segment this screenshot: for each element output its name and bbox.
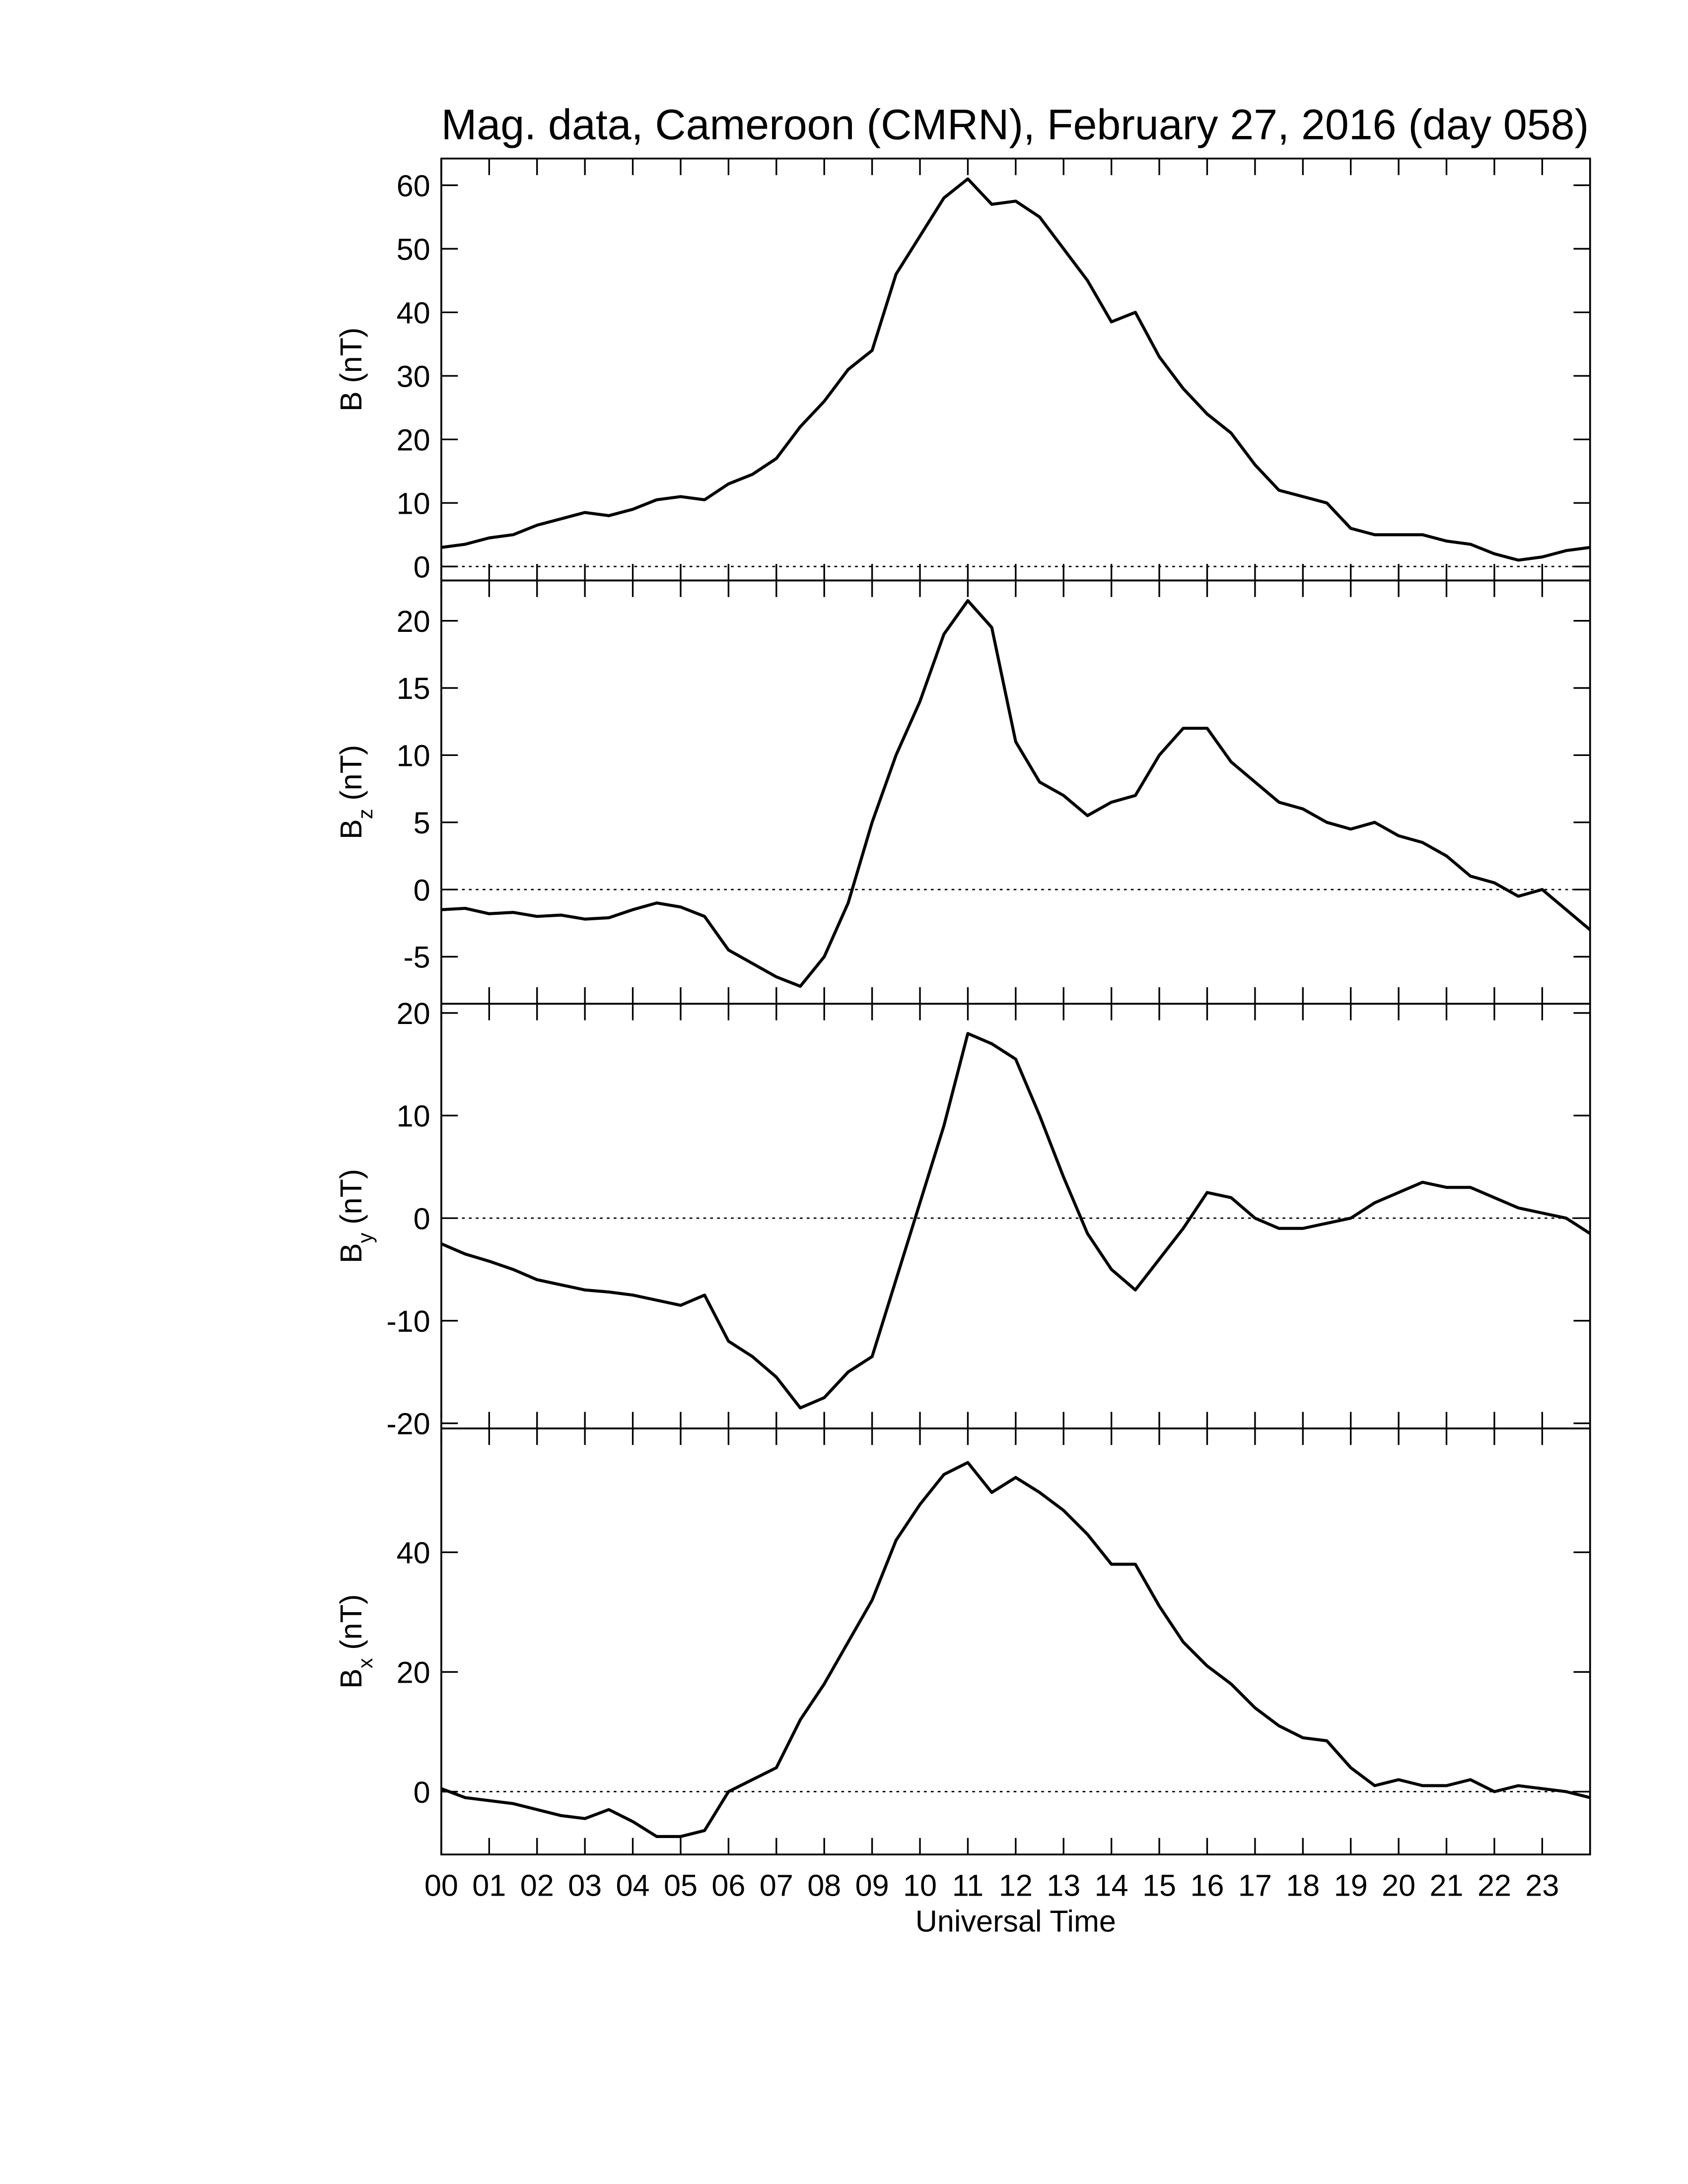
x-tick-label: 18 bbox=[1286, 1868, 1320, 1902]
x-axis-label: Universal Time bbox=[915, 1905, 1116, 1938]
y-tick-label: 50 bbox=[397, 232, 430, 266]
x-tick-label: 12 bbox=[999, 1868, 1033, 1902]
y-tick-label: 20 bbox=[397, 605, 430, 638]
x-tick-label: 01 bbox=[472, 1868, 506, 1902]
data-line bbox=[440, 1032, 1591, 1410]
chart-title: Mag. data, Cameroon (CMRN), February 27,… bbox=[441, 101, 1589, 149]
x-tick-label: 16 bbox=[1190, 1868, 1224, 1902]
y-label-unit: (nT) bbox=[334, 1594, 368, 1650]
data-line bbox=[441, 599, 1591, 988]
y-tick-label: 10 bbox=[397, 1099, 430, 1133]
x-tick-label: 19 bbox=[1334, 1868, 1368, 1902]
y-label-subscript: z bbox=[353, 809, 377, 819]
y-axis-label: Bz (nT) bbox=[334, 745, 377, 839]
x-tick-label: 15 bbox=[1142, 1868, 1176, 1902]
y-label-symbol: B bbox=[334, 1668, 368, 1689]
y-tick-label: 5 bbox=[414, 806, 430, 840]
y-label-subscript: y bbox=[353, 1232, 377, 1243]
y-tick-label: 10 bbox=[397, 739, 430, 773]
y-tick-label: 40 bbox=[397, 1536, 430, 1570]
y-label-unit: (nT) bbox=[334, 1169, 368, 1225]
x-tick-label: 09 bbox=[855, 1868, 889, 1902]
y-tick-label: 30 bbox=[397, 359, 430, 393]
y-label-symbol: B bbox=[334, 391, 368, 411]
x-tick-label: 23 bbox=[1525, 1868, 1559, 1902]
y-tick-label: 60 bbox=[397, 169, 430, 203]
y-label-unit: (nT) bbox=[334, 328, 368, 383]
plot-frame bbox=[440, 157, 1591, 582]
x-tick-label: 02 bbox=[520, 1868, 554, 1902]
x-tick-label: 07 bbox=[760, 1868, 793, 1902]
data-line bbox=[441, 177, 1591, 562]
data-line bbox=[440, 1461, 1591, 1838]
plot-frame bbox=[440, 1003, 1591, 1430]
y-label-unit: (nT) bbox=[334, 745, 368, 801]
y-axis-label: Bx (nT) bbox=[334, 1594, 377, 1689]
y-tick-label: -5 bbox=[403, 941, 430, 974]
x-tick-label: 11 bbox=[952, 1868, 984, 1902]
x-tick-label: 20 bbox=[1382, 1868, 1415, 1902]
y-tick-label: 10 bbox=[397, 486, 430, 520]
y-tick-label: 0 bbox=[414, 873, 430, 907]
y-tick-label: 0 bbox=[414, 550, 430, 584]
y-axis-label: B (nT) bbox=[334, 328, 368, 411]
y-tick-label: 0 bbox=[414, 1775, 430, 1809]
y-tick-label: 0 bbox=[414, 1202, 430, 1235]
x-tick-label: 04 bbox=[616, 1868, 650, 1902]
x-tick-label: 06 bbox=[711, 1868, 745, 1902]
x-tick-label: 08 bbox=[807, 1868, 841, 1902]
y-tick-label: 20 bbox=[397, 997, 430, 1030]
y-tick-label: -20 bbox=[386, 1407, 430, 1441]
plot-frame bbox=[440, 1427, 1591, 1855]
x-tick-label: 22 bbox=[1477, 1868, 1511, 1902]
x-tick-label: 05 bbox=[664, 1868, 698, 1902]
y-tick-label: -10 bbox=[386, 1304, 430, 1338]
y-tick-label: 20 bbox=[397, 423, 430, 457]
x-tick-label: 14 bbox=[1095, 1868, 1128, 1902]
y-tick-label: 15 bbox=[397, 672, 430, 705]
plot-frame bbox=[440, 579, 1591, 1005]
y-tick-label: 40 bbox=[397, 296, 430, 330]
x-tick-label: 10 bbox=[903, 1868, 937, 1902]
x-tick-label: 17 bbox=[1238, 1868, 1272, 1902]
x-tick-label: 13 bbox=[1047, 1868, 1080, 1902]
y-label-symbol: B bbox=[334, 819, 368, 839]
y-axis-label: By (nT) bbox=[334, 1169, 377, 1263]
x-tick-label: 21 bbox=[1430, 1868, 1464, 1902]
x-tick-label: 03 bbox=[568, 1868, 602, 1902]
y-label-symbol: B bbox=[334, 1243, 368, 1263]
x-tick-label: 00 bbox=[424, 1868, 458, 1902]
y-tick-label: 20 bbox=[397, 1656, 430, 1690]
y-label-subscript: x bbox=[353, 1658, 377, 1668]
